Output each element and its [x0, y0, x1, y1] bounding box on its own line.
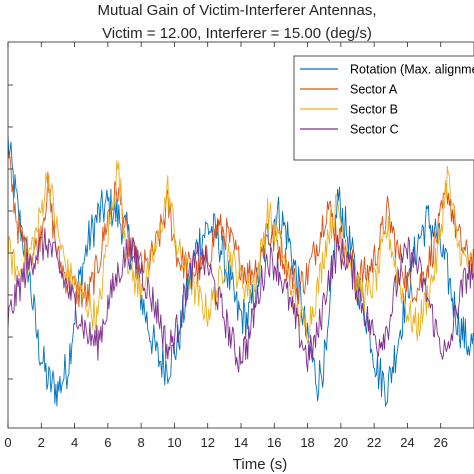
legend-label: Sector A [350, 83, 398, 97]
legend-box [293, 55, 474, 161]
legend-label: Sector B [350, 103, 398, 117]
series-line-3 [8, 160, 474, 344]
x-tick-label: 18 [300, 435, 314, 450]
chart-title-line-1: Mutual Gain of Victim-Interferer Antenna… [97, 2, 376, 19]
series-line-4 [8, 227, 474, 373]
x-tick-label: 16 [267, 435, 281, 450]
x-tick-label: 12 [200, 435, 214, 450]
x-tick-label: 8 [138, 435, 145, 450]
legend: Rotation (Max. alignment) Sector A Sector … [293, 55, 474, 161]
x-tick-label: 6 [104, 435, 111, 450]
series-line-2 [8, 151, 474, 308]
plot-lines [8, 135, 474, 407]
x-tick-label: 10 [167, 435, 181, 450]
chart-title-line-2: Victim = 12.00, Interferer = 15.00 (deg/… [102, 25, 372, 42]
x-axis-label: Time (s) [233, 456, 287, 473]
x-tick-label: 22 [367, 435, 381, 450]
x-tick-label: 4 [71, 435, 78, 450]
x-tick-labels: 0 2 4 6 8 10 12 14 16 18 20 22 24 26 [4, 435, 448, 450]
legend-label: Sector C [350, 123, 399, 137]
legend-label: Rotation (Max. alignment) [350, 63, 474, 77]
x-tick-label: 24 [400, 435, 414, 450]
x-tick-label: 2 [38, 435, 45, 450]
x-tick-label: 20 [334, 435, 348, 450]
series-line-1 [8, 135, 474, 407]
axis-ticks [7, 42, 442, 428]
x-tick-label: 14 [234, 435, 248, 450]
x-tick-label: 0 [4, 435, 11, 450]
x-tick-label: 26 [433, 435, 447, 450]
